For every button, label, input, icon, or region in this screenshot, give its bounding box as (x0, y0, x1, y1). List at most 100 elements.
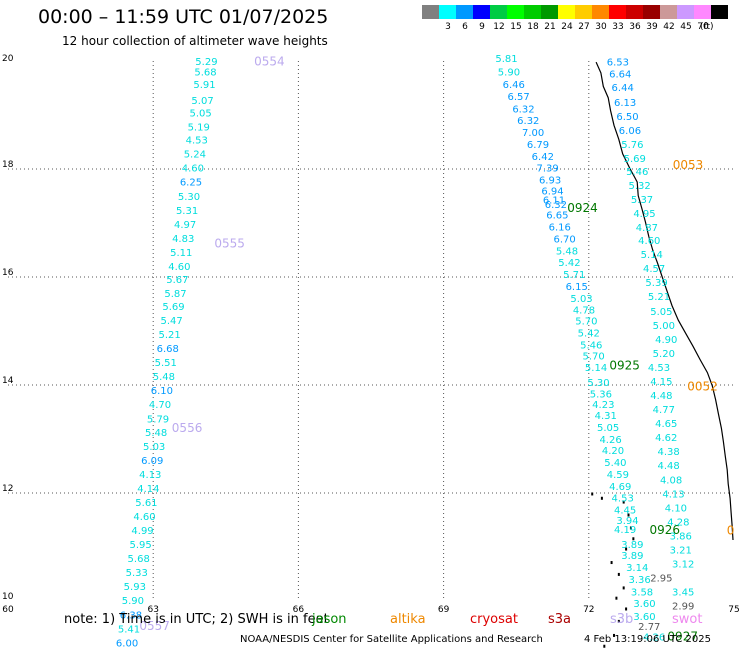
wave-height-value: 4.53 (648, 363, 670, 374)
wave-height-value: 5.05 (189, 109, 211, 120)
island (603, 644, 606, 648)
island (591, 492, 594, 496)
wave-height-value: 5.68 (128, 554, 150, 565)
wave-height-value: 3.12 (672, 560, 694, 571)
x-tick-label: 63 (147, 605, 158, 615)
wave-height-value: 5.76 (621, 140, 643, 151)
y-tick-label: 12 (2, 484, 13, 494)
y-tick-label: 20 (2, 54, 14, 64)
wave-height-value: 5.39 (645, 278, 667, 289)
wave-height-value: 6.70 (553, 234, 575, 245)
wave-height-value: 5.91 (193, 80, 215, 91)
wave-height-value: 5.11 (170, 248, 192, 259)
scale-label: 45 (680, 22, 692, 32)
wave-height-value: 4.13 (139, 470, 161, 481)
wave-height-value: 4.23 (592, 400, 614, 411)
wave-height-value: 4.48 (658, 461, 680, 472)
wave-height-value: 5.03 (143, 442, 165, 453)
wave-height-value: 5.68 (194, 68, 216, 79)
island (600, 496, 603, 500)
wave-height-value: 3.86 (670, 531, 692, 542)
scale-label: 24 (561, 22, 573, 32)
wave-height-value: 5.48 (153, 372, 175, 383)
wave-height-value: 2.99 (672, 602, 694, 613)
x-tick-label: 60 (2, 605, 14, 615)
wave-height-value: 4.53 (186, 136, 208, 147)
wave-height-value: 5.79 (147, 414, 169, 425)
scale-label: 30 (595, 22, 607, 32)
wave-height-value: 6.44 (612, 83, 634, 94)
wave-height-value: 6.65 (546, 211, 568, 222)
island (622, 586, 625, 590)
wave-height-value: 4.14 (137, 484, 159, 495)
wave-height-value: 4.90 (655, 335, 677, 346)
wave-height-value: 4.62 (655, 433, 677, 444)
island (615, 596, 618, 600)
scale-swatch (422, 5, 439, 19)
mission-label: altika (390, 612, 426, 627)
mission-label: jason (312, 612, 347, 627)
wave-height-value: 5.71 (563, 270, 585, 281)
chart-subtitle: 12 hour collection of altimeter wave hei… (62, 34, 328, 48)
wave-height-value: 5.20 (653, 349, 675, 360)
pass-time-label: 0053 (673, 158, 704, 172)
scale-swatch (575, 5, 592, 19)
wave-height-value: 3.45 (672, 588, 694, 599)
wave-height-value: 5.37 (631, 195, 653, 206)
wave-height-value: 4.15 (650, 377, 672, 388)
wave-height-value: 6.42 (532, 152, 554, 163)
pass-time-label: 0556 (172, 421, 203, 435)
wave-height-value: 6.25 (180, 178, 202, 189)
island (617, 572, 620, 576)
wave-height-value: 5.29 (195, 57, 217, 68)
wave-height-value: 6.15 (566, 282, 588, 293)
scale-label: 39 (646, 22, 658, 32)
scale-label: 12 (493, 22, 505, 32)
wave-height-value: 5.69 (624, 154, 646, 165)
wave-height-value: 5.93 (124, 582, 146, 593)
wave-height-value: 5.05 (597, 423, 619, 434)
scale-swatch (694, 5, 711, 19)
wave-height-value: 5.42 (558, 258, 580, 269)
wave-height-value: 4.31 (595, 411, 617, 422)
wave-height-value: 4.48 (650, 391, 672, 402)
wave-height-value: 4.70 (149, 400, 171, 411)
wave-height-value: 6.00 (116, 638, 138, 649)
wave-height-value: 3.60 (633, 612, 655, 623)
scale-label: 70 (697, 22, 709, 32)
wave-height-value: 6.94 (541, 186, 563, 197)
scale-swatch (592, 5, 609, 19)
wave-height-value: 7.00 (522, 128, 544, 139)
wave-height-value: 5.21 (648, 292, 670, 303)
scale-swatch (490, 5, 507, 19)
wave-height-value: 6.10 (151, 386, 173, 397)
wave-height-value: 4.78 (573, 306, 595, 317)
island (632, 537, 635, 541)
wave-height-value: 5.48 (556, 246, 578, 257)
wave-height-value: 4.59 (607, 470, 629, 481)
wave-height-value: 4.13 (662, 489, 684, 500)
wave-height-value: 6.06 (619, 126, 641, 137)
wave-height-value: 5.19 (188, 123, 210, 134)
island (610, 561, 613, 565)
scale-label: 27 (578, 22, 590, 32)
wave-height-value: 5.21 (159, 330, 181, 341)
scale-swatch (677, 5, 694, 19)
footer-credit: NOAA/NESDIS Center for Satellite Applica… (240, 634, 543, 645)
wave-height-value: 4.26 (599, 435, 621, 446)
wave-height-value: 5.46 (580, 340, 602, 351)
wave-height-value: 5.42 (578, 328, 600, 339)
wave-height-value: 4.69 (609, 482, 631, 493)
wave-height-value: 5.32 (628, 181, 650, 192)
island (613, 633, 615, 637)
wave-height-value: 4.26 (643, 632, 665, 643)
scale-unit-label: (ft) (700, 22, 714, 32)
wave-height-value: 3.60 (633, 599, 655, 610)
wave-height-value: 4.83 (172, 234, 194, 245)
footer-timestamp: 4 Feb 13:19:06 UTC 2025 (584, 634, 711, 645)
wave-height-value: 4.77 (653, 405, 675, 416)
pass-time-label: 0925 (609, 358, 640, 372)
wave-height-value: 6.11 (543, 196, 565, 207)
x-tick-label: 66 (293, 605, 305, 615)
wave-height-value: 4.97 (174, 220, 196, 231)
